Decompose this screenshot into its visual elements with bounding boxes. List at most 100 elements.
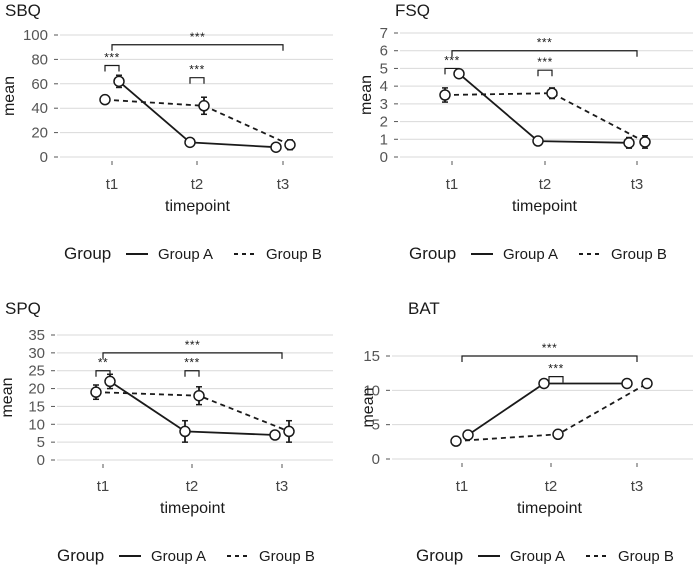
significance-bracket (102, 352, 283, 359)
x-tick-label: t3 (276, 478, 289, 495)
significance-label: ** (98, 356, 108, 370)
data-point (538, 377, 550, 390)
legend-title: Group (57, 546, 104, 565)
series-line-group-b (444, 92, 646, 143)
x-axis-label: timepoint (160, 500, 225, 517)
data-point (283, 425, 295, 438)
x-tick-label: t2 (545, 478, 558, 495)
y-tick-label: 2 (380, 114, 388, 131)
y-tick-label: 100 (23, 27, 48, 44)
legend-label: Group A (510, 548, 565, 565)
y-tick-label: 5 (372, 417, 380, 434)
y-tick-label: 80 (31, 51, 48, 68)
y-tick-label: 10 (363, 382, 380, 399)
significance-bracket (451, 50, 638, 57)
y-tick-label: 1 (380, 131, 388, 148)
legend-title: Group (409, 244, 456, 263)
y-tick-label: 15 (28, 398, 45, 415)
significance-bracket (537, 69, 553, 77)
significance-bracket (189, 77, 205, 84)
x-tick-label: t2 (539, 176, 552, 193)
y-tick-label: 30 (28, 345, 45, 362)
y-tick-label: 20 (31, 125, 48, 142)
data-point (284, 139, 296, 151)
series-line-group-b (455, 382, 648, 442)
legend: Group Group A Group B (57, 546, 315, 565)
x-tick-label: t1 (106, 176, 119, 193)
series-line-group-a (458, 73, 630, 144)
legend-title: Group (64, 244, 111, 263)
data-point (639, 136, 651, 148)
y-axis-label: mean (360, 387, 377, 427)
data-point (462, 429, 474, 441)
chart-panel-sbq: SBQ 0 20 40 60 80 100 mean t1 t2 t3 timepoint *** ***… (1, 1, 333, 263)
y-tick-label: 6 (380, 43, 388, 60)
significance-label: *** (185, 338, 201, 352)
data-point (90, 386, 102, 398)
significance-label: *** (190, 30, 206, 44)
significance-label: *** (444, 53, 460, 67)
legend-label: Group A (503, 246, 558, 263)
chart-title: FSQ (395, 1, 430, 20)
legend-label: Group B (259, 548, 315, 565)
y-tick-label: 40 (31, 100, 48, 117)
series-line-group-a (118, 80, 277, 149)
x-tick-label: t3 (631, 176, 644, 193)
y-axis-label: mean (0, 377, 16, 417)
series-line-group-b (95, 391, 290, 433)
significance-label: *** (548, 362, 564, 376)
legend-label: Group B (611, 246, 667, 263)
significance-label: *** (537, 55, 553, 69)
chart-title: SPQ (5, 299, 41, 318)
chart-title: SBQ (5, 1, 41, 20)
y-tick-label: 15 (363, 348, 380, 365)
data-point (99, 93, 111, 106)
y-tick-label: 3 (380, 96, 388, 113)
series-line-group-b (104, 98, 291, 146)
data-point (621, 377, 633, 390)
y-tick-label: 0 (372, 451, 380, 468)
y-tick-label: 4 (380, 78, 388, 95)
y-tick-label: 5 (37, 434, 45, 451)
data-point (641, 377, 653, 390)
data-point (439, 89, 451, 101)
x-tick-label: t1 (446, 176, 459, 193)
x-tick-label: t3 (277, 176, 290, 193)
y-tick-label: 10 (28, 416, 45, 433)
legend: Group Group A Group B (64, 244, 322, 263)
significance-label: *** (542, 341, 558, 355)
y-tick-label: 60 (31, 76, 48, 93)
significance-label: *** (189, 63, 205, 77)
data-point (450, 435, 462, 447)
legend: Group Group A Group B (416, 546, 674, 565)
y-tick-label: 5 (380, 60, 388, 77)
significance-label: *** (537, 36, 553, 50)
y-tick-label: 20 (28, 381, 45, 398)
x-tick-label: t2 (191, 176, 204, 193)
x-tick-label: t3 (631, 478, 644, 495)
legend: Group Group A Group B (409, 244, 667, 263)
x-tick-label: t1 (97, 478, 110, 495)
legend-label: Group A (158, 246, 213, 263)
data-point (184, 136, 196, 149)
legend-label: Group A (151, 548, 206, 565)
x-axis-label: timepoint (517, 500, 582, 517)
data-point (270, 141, 282, 153)
data-point (104, 375, 116, 388)
data-point (113, 75, 125, 88)
data-point (453, 67, 465, 80)
y-tick-label: 0 (380, 149, 388, 166)
data-point (532, 135, 544, 147)
series-line-group-a (109, 380, 276, 436)
y-tick-label: 0 (37, 452, 45, 469)
significance-bracket (461, 355, 638, 362)
y-tick-label: 7 (380, 25, 388, 42)
significance-bracket (548, 376, 564, 383)
x-axis-label: timepoint (512, 198, 577, 215)
legend-title: Group (416, 546, 463, 565)
y-tick-label: 35 (28, 327, 45, 344)
